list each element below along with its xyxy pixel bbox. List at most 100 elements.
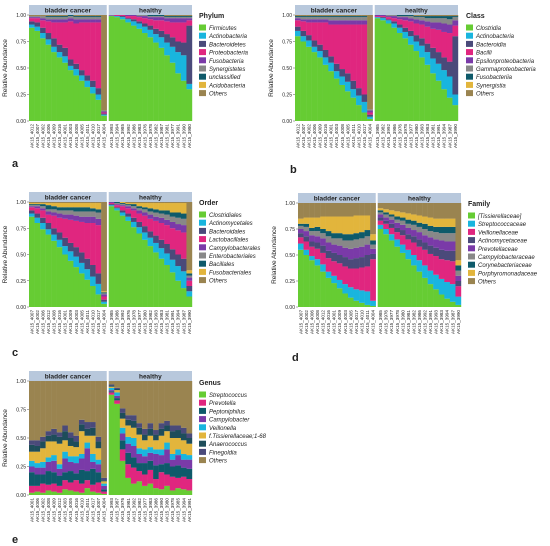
bar-segment-proteobacteria: [158, 20, 165, 31]
x-tick-label: AK15_3982: [148, 310, 153, 334]
bar-segment-campylobacteraceae: [359, 238, 365, 247]
bar-segment-anaerococcus: [67, 438, 74, 446]
bar-segment-prevotella: [45, 484, 52, 491]
bar-segment-campylobacter: [45, 461, 52, 472]
bar-segment-actinomycetales: [62, 246, 69, 255]
bar-segment-actinomycetales: [34, 217, 41, 223]
facet-strip: [295, 5, 373, 15]
bar-segment-peptoniphilus: [125, 452, 132, 465]
bar-segment-bacteroidales: [158, 239, 165, 249]
x-tick-label: AK15_3981: [406, 310, 411, 334]
bar-segment-veillonella: [147, 447, 154, 453]
bar-segment-others: [62, 15, 69, 17]
bar-segment-epsilonproteobacteria: [367, 110, 373, 113]
bar-segment-lactobacillales: [119, 206, 126, 211]
bar-segment-bacilli: [333, 24, 340, 64]
bar-segment--tissierellaceae-: [359, 302, 365, 307]
bar-segment-actinomycetales: [56, 239, 63, 248]
bar-segment-corynebacteriaceae: [336, 233, 343, 239]
x-tick-label: AK15_4004: [368, 124, 373, 148]
bar-segment-actinomycetales: [101, 301, 107, 304]
bar-segment-corynebacteriaceae: [370, 240, 376, 245]
bar-segment-fusobacteriales: [186, 270, 193, 274]
x-tick-label: AK15_4012: [321, 310, 326, 334]
bar-segment-fusobacteria: [175, 18, 182, 23]
bar-segment-streptococcus: [67, 490, 74, 495]
bar-segment-others: [29, 202, 35, 204]
x-tick-label: AK15_3992: [386, 124, 391, 148]
bar-segment-campylobacter: [40, 467, 46, 475]
bar-segment-finegoldia: [169, 425, 176, 432]
bar-segment-prevotellaceae: [303, 231, 310, 237]
bar-segment-lactobacillales: [90, 223, 96, 265]
bar-segment-campylobacterales: [147, 214, 154, 219]
legend-title: Phylum: [199, 13, 224, 20]
bar-segment-others: [147, 202, 154, 204]
bar-segment-anaerococcus: [169, 431, 176, 438]
legend-item: Others: [476, 92, 494, 98]
bar-segment-anaerococcus: [164, 425, 170, 432]
bar-segment-porphyromonadaceae: [298, 218, 304, 224]
bar-segment-prevotella: [73, 480, 80, 492]
bar-segment-bacteroidetes: [34, 22, 41, 27]
bar-segment-prevotellaceae: [405, 227, 412, 235]
legend-swatch: [468, 278, 475, 285]
bar-segment-firmicutes: [186, 89, 193, 121]
bar-segment-bacilli: [350, 24, 357, 81]
bar-segment-finegoldia: [130, 415, 137, 421]
bar-segment-peptoniphilus: [147, 460, 154, 470]
bar-segment-actinobacteria: [164, 42, 170, 56]
bar-segment-anaerococcus: [175, 430, 182, 438]
bar-segment-enterobacteriales: [147, 211, 154, 215]
bar-segment-bacilli: [385, 17, 392, 20]
bar-segment-prevotellaceae: [320, 238, 326, 246]
x-tick-label: AK15_3978: [131, 310, 136, 334]
bar-segment-prevotellaceae: [353, 247, 360, 259]
bar-segment-bacteroidetes: [84, 75, 91, 81]
bar-segment-unclassified: [45, 16, 52, 18]
bar-segment-bacteroidales: [101, 299, 107, 302]
bar-segment-veillonella: [180, 453, 187, 460]
bar-segment-fusobacteria: [180, 18, 187, 23]
bar-segment-lactobacillales: [45, 214, 52, 223]
bar-segment-epsilonproteobacteria: [317, 19, 323, 23]
legend-item: Porphyromonadaceae: [478, 271, 538, 277]
bar-segment-firmicutes: [136, 28, 143, 122]
bar-segment-others: [125, 202, 132, 204]
bar-segment-others: [73, 15, 80, 17]
bar-segment-clostridiales: [153, 252, 159, 307]
bar-segment-peptoniphilus: [164, 463, 170, 475]
bar-segment-streptococcaceae: [314, 259, 321, 266]
bar-segment-others: [34, 202, 41, 204]
bar-segment-unclassified: [51, 16, 57, 18]
bar-segment-campylobacteraceae: [388, 216, 395, 220]
x-tick-label: AK15_4017: [96, 124, 101, 148]
bar-segment-anaerococcus: [51, 434, 57, 442]
bar-segment-bacilli: [441, 31, 448, 58]
bar-segment-peptoniphilus: [51, 472, 57, 484]
bar-segment-unclassified: [62, 16, 69, 18]
bar-segment-bacteroidia: [419, 38, 425, 46]
bar-segment-porphyromonadaceae: [411, 214, 417, 221]
x-tick-label: AK15_4007: [35, 124, 40, 148]
bar-segment-streptococcaceae: [422, 265, 428, 278]
bar-segment-clostridiales: [51, 240, 57, 307]
bar-segment-campylobacteraceae: [320, 233, 326, 239]
bar-segment-actinomycetaceae: [399, 230, 406, 236]
x-tick-label: AK15_4003: [74, 310, 79, 334]
bar-segment--tissierellaceae-: [303, 255, 310, 307]
bar-segment-others: [62, 202, 69, 204]
facet-label: healthy: [139, 374, 162, 381]
bar-segment-bacilli: [374, 16, 381, 18]
x-tick-label: AK15_4001: [332, 310, 337, 334]
bar-segment-synergistetes: [180, 17, 187, 19]
bar-segment-others: [45, 202, 52, 204]
bar-segment-anaerococcus: [73, 441, 80, 448]
bar-segment-bacillales: [114, 202, 121, 204]
bar-segment-prevotella: [119, 449, 126, 461]
bar-segment-actinobacteria: [101, 114, 107, 116]
bar-segment-gammaproteobacteria: [339, 17, 346, 21]
bar-segment-actinobacteria: [153, 34, 159, 43]
bar-segment-epsilonproteobacteria: [408, 18, 414, 22]
bar-segment-fusobacteriales: [40, 203, 46, 205]
